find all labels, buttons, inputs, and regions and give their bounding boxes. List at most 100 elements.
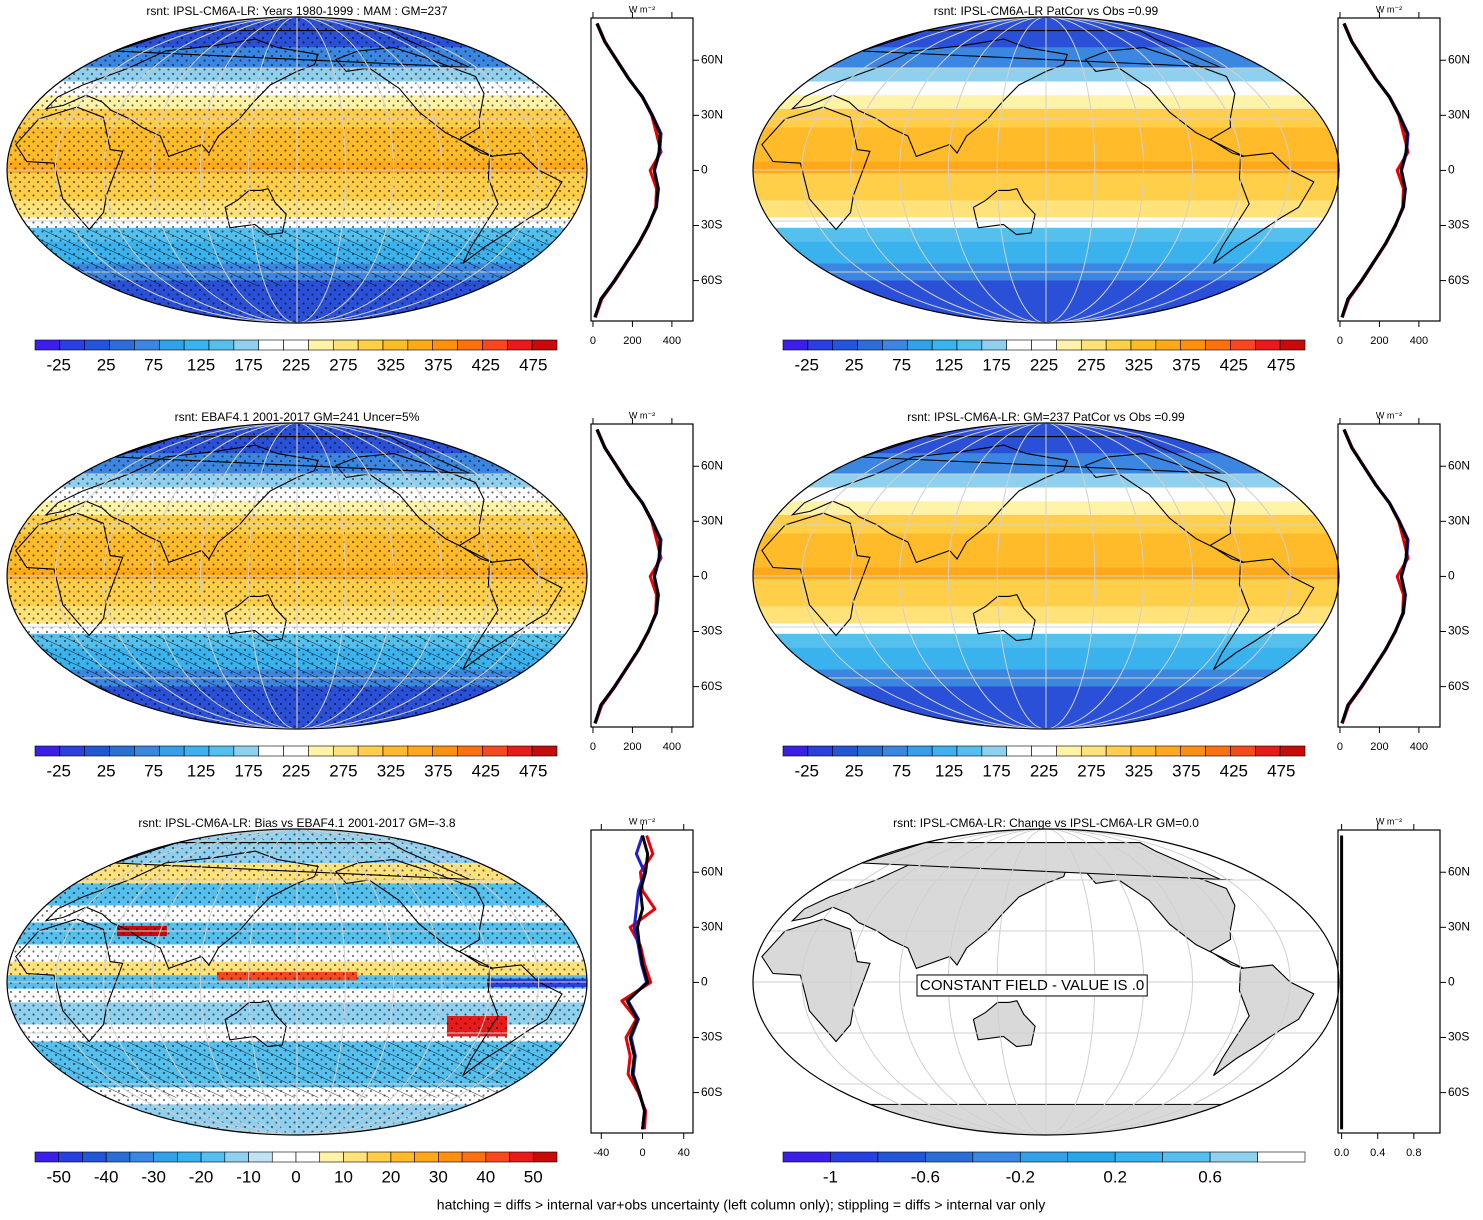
y-tick-label: 30N [1448, 107, 1470, 121]
x-tick-label: 0.0 [1334, 1147, 1349, 1159]
colorbar-box [1205, 745, 1231, 757]
colorbar-box [1205, 339, 1231, 351]
x-tick-label: 400 [663, 335, 681, 347]
colorbar-box [343, 1151, 368, 1163]
colorbar-box [1031, 745, 1057, 757]
colorbar-box [82, 1151, 107, 1163]
profile-line [593, 428, 662, 724]
profile-frame [590, 17, 694, 322]
x-tick-label: 200 [1370, 741, 1388, 753]
panel-title: rsnt: IPSL-CM6A-LR: GM=237 PatCor vs Obs… [907, 410, 1185, 424]
colorbar-label: 425 [472, 355, 500, 374]
colorbar-label: 25 [97, 761, 116, 780]
unit-label: W m⁻² [1376, 410, 1402, 420]
colorbar-box [461, 1151, 487, 1163]
colorbar-label: 25 [97, 355, 116, 374]
colorbar-box [482, 745, 508, 757]
x-tick-label: 200 [623, 741, 641, 753]
colorbar-label: -25 [794, 355, 819, 374]
coastline [972, 188, 1036, 236]
y-tick-label: 30N [701, 919, 723, 933]
colorbar-box [457, 339, 483, 351]
colorbar-box [407, 745, 434, 757]
colorbar-box [224, 1151, 249, 1163]
colorbar-label: -20 [189, 1167, 214, 1186]
colorbar-label: -10 [236, 1167, 261, 1186]
x-tick-label: 400 [663, 741, 681, 753]
coastline [224, 188, 287, 236]
colorbar-label: -25 [46, 355, 71, 374]
colorbar-box [832, 745, 858, 757]
colorbar-label: -30 [141, 1167, 166, 1186]
profile-line [593, 22, 662, 318]
colorbar-box [532, 1151, 558, 1163]
colorbar-label: 75 [144, 355, 163, 374]
colorbar-box [1105, 339, 1132, 351]
colorbar-label: 125 [187, 355, 215, 374]
colorbar-label: 75 [892, 761, 911, 780]
y-tick-label: 30S [701, 1030, 722, 1044]
colorbar-label: 75 [144, 761, 163, 780]
colorbar-box [332, 745, 359, 757]
colorbar-box [1254, 745, 1281, 757]
y-tick-label: 30S [1448, 1030, 1469, 1044]
colorbar-box [1080, 745, 1107, 757]
colorbar-label: 375 [1172, 355, 1200, 374]
colorbar-box [1067, 1151, 1116, 1163]
colorbar-box [177, 1151, 202, 1163]
colorbar-box [208, 339, 235, 351]
y-tick-label: 60N [1448, 52, 1470, 66]
unit-label: W m⁻² [1376, 816, 1402, 826]
colorbar-box [981, 339, 1008, 351]
colorbar-label: -25 [794, 761, 819, 780]
colorbar-box [295, 1151, 321, 1163]
y-tick-label: 0 [701, 163, 708, 177]
colorbar-box [1180, 339, 1206, 351]
colorbar-box [1056, 339, 1082, 351]
colorbar-box [129, 1151, 154, 1163]
map-border [752, 828, 1340, 1136]
y-tick-label: 30N [1448, 513, 1470, 527]
x-tick-label: 0.8 [1406, 1147, 1421, 1159]
y-tick-label: 60S [701, 273, 722, 287]
colorbar-label: 475 [1267, 761, 1295, 780]
colorbar-box [956, 745, 983, 757]
colorbar-label: -0.6 [911, 1167, 940, 1186]
colorbar-box [1279, 745, 1306, 757]
colorbar-label: 325 [377, 761, 405, 780]
colorbar-box [832, 339, 858, 351]
colorbar-box [438, 1151, 463, 1163]
colorbar-label: 175 [234, 355, 262, 374]
colorbar-box [981, 745, 1008, 757]
colorbar-box [1130, 745, 1157, 757]
colorbar-box [1209, 1151, 1258, 1163]
colorbar-box [134, 745, 160, 757]
colorbar-box [34, 339, 61, 351]
colorbar-box [233, 339, 260, 351]
colorbar-box [1230, 745, 1256, 757]
y-tick-label: 0 [1448, 163, 1455, 177]
map-border [6, 16, 588, 324]
unit-label: W m⁻² [629, 816, 655, 826]
colorbar-box [407, 339, 434, 351]
colorbar-label: 425 [1220, 355, 1248, 374]
x-tick-label: 400 [1410, 335, 1428, 347]
colorbar-box [432, 339, 458, 351]
map [753, 17, 1339, 323]
panel-title: rsnt: IPSL-CM6A-LR: Bias vs EBAF4.1 2001… [138, 816, 455, 830]
coastline [335, 47, 494, 157]
coastline [1084, 453, 1245, 563]
colorbar-label: 75 [892, 355, 911, 374]
colorbar-label: 225 [1030, 761, 1058, 780]
colorbar-box [1031, 339, 1057, 351]
x-tick-label: 0 [1337, 741, 1343, 753]
y-tick-label: 30N [701, 513, 723, 527]
colorbar-box [1130, 339, 1157, 351]
x-tick-label: 0 [639, 1147, 645, 1159]
y-tick-label: 60N [701, 52, 723, 66]
panel-title: rsnt: IPSL-CM6A-LR: Change vs IPSL-CM6A-… [893, 816, 1199, 830]
colorbar-box [233, 745, 260, 757]
x-tick-label: 0 [1337, 335, 1343, 347]
colorbar-label: 175 [234, 761, 262, 780]
